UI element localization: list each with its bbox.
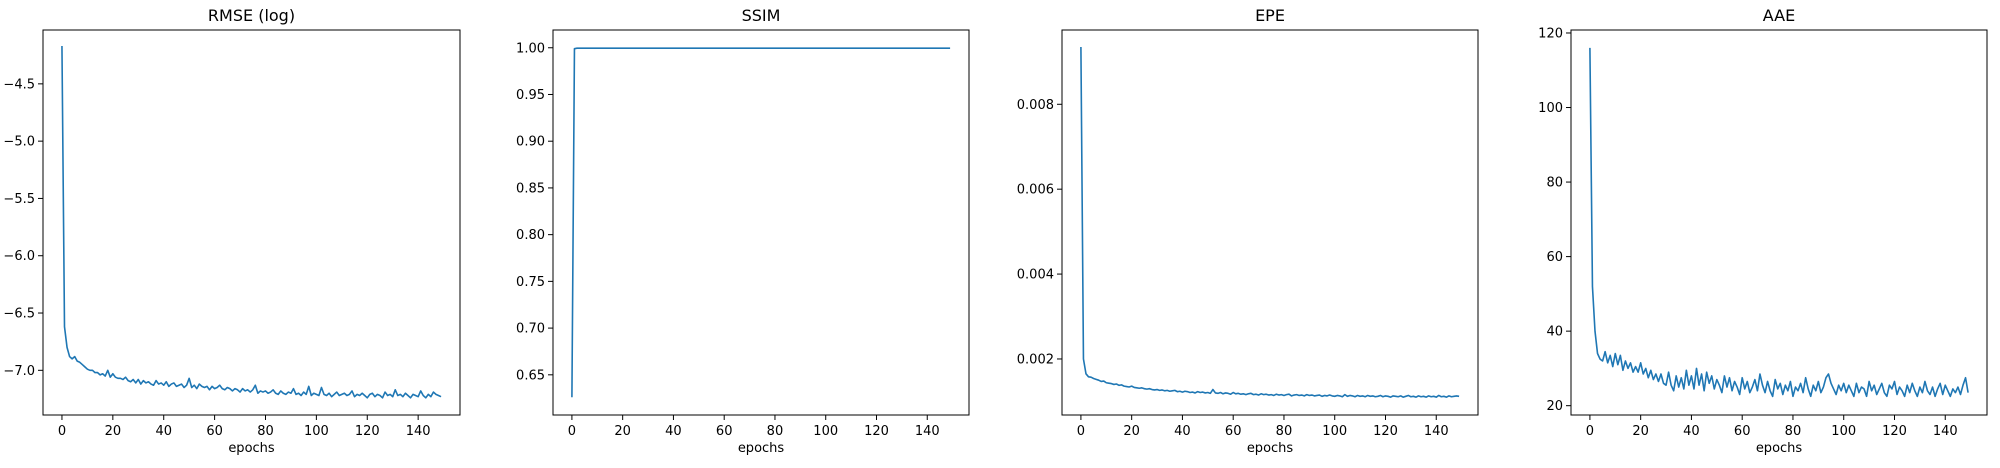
axes-frame bbox=[42, 29, 461, 416]
x-tick-label: 80 bbox=[1785, 424, 1802, 439]
y-tick-label: 0.65 bbox=[516, 368, 545, 383]
x-tick-label: 80 bbox=[767, 424, 784, 439]
y-tick-label: 100 bbox=[1538, 101, 1563, 116]
y-tick-label: −7.0 bbox=[3, 364, 35, 379]
y-tick-label: −6.5 bbox=[3, 307, 35, 322]
x-tick-label: 40 bbox=[1683, 424, 1700, 439]
x-axis-label: epochs bbox=[1756, 441, 1803, 456]
y-tick-label: 0.002 bbox=[1017, 352, 1054, 367]
y-tick-label: 0.95 bbox=[516, 88, 545, 103]
y-tick-label: −4.5 bbox=[3, 77, 35, 92]
y-tick-label: 120 bbox=[1538, 26, 1563, 41]
x-tick-label: 140 bbox=[915, 424, 940, 439]
y-tick-label: −6.0 bbox=[3, 249, 35, 264]
x-tick-label: 100 bbox=[304, 424, 329, 439]
series-line bbox=[1080, 46, 1460, 398]
subplot-title: RMSE (log) bbox=[208, 6, 295, 25]
x-tick-label: 40 bbox=[1174, 424, 1191, 439]
x-tick-label: 60 bbox=[1225, 424, 1242, 439]
x-axis-label: epochs bbox=[738, 441, 785, 456]
y-tick-label: 0.70 bbox=[516, 322, 545, 337]
axes-frame bbox=[552, 29, 970, 416]
y-tick-label: −5.5 bbox=[3, 192, 35, 207]
x-tick-label: 100 bbox=[1831, 424, 1856, 439]
subplot-4: AAE 0 20 40 60 80 100 120 140 20 40 60 80 100 120 epoch… bbox=[1538, 6, 1988, 456]
axes-frame bbox=[1570, 29, 1988, 416]
x-tick-label: 80 bbox=[257, 424, 274, 439]
x-tick-label: 20 bbox=[614, 424, 631, 439]
series-line bbox=[61, 46, 442, 399]
x-tick-label: 20 bbox=[1632, 424, 1649, 439]
x-tick-label: 0 bbox=[1077, 424, 1085, 439]
y-tick-label: 1.00 bbox=[516, 41, 545, 56]
y-tick-label: 60 bbox=[1546, 250, 1563, 265]
x-tick-label: 20 bbox=[1123, 424, 1140, 439]
y-tick-label: 0.006 bbox=[1017, 183, 1054, 198]
x-tick-label: 0 bbox=[1586, 424, 1594, 439]
x-tick-label: 60 bbox=[206, 424, 223, 439]
x-tick-label: 120 bbox=[1373, 424, 1398, 439]
y-tick-label: 0.004 bbox=[1017, 268, 1054, 283]
subplot-title: AAE bbox=[1763, 6, 1795, 25]
y-tick-label: 0.80 bbox=[516, 228, 545, 243]
x-tick-label: 60 bbox=[1734, 424, 1751, 439]
x-axis-label: epochs bbox=[1247, 441, 1294, 456]
subplot-2: SSIM 0 20 40 60 80 100 120 140 0.65 0.70 0.75 0.80 0.… bbox=[516, 6, 970, 456]
x-tick-label: 100 bbox=[1322, 424, 1347, 439]
y-tick-label: 0.008 bbox=[1017, 98, 1054, 113]
y-tick-label: 0.75 bbox=[516, 275, 545, 290]
x-tick-label: 20 bbox=[105, 424, 122, 439]
y-tick-label: 0.85 bbox=[516, 181, 545, 196]
axes-frame bbox=[1061, 29, 1479, 416]
x-tick-label: 120 bbox=[355, 424, 380, 439]
y-tick-label: 20 bbox=[1546, 399, 1563, 414]
x-tick-label: 120 bbox=[1882, 424, 1907, 439]
y-tick-label: 0.90 bbox=[516, 135, 545, 150]
y-tick-label: 40 bbox=[1546, 325, 1563, 340]
y-tick-label: 80 bbox=[1546, 176, 1563, 191]
subplot-3: EPE 0 20 40 60 80 100 120 140 0.002 0.004 0.006 0.00… bbox=[1017, 6, 1479, 456]
x-tick-label: 0 bbox=[58, 424, 66, 439]
x-tick-label: 60 bbox=[716, 424, 733, 439]
x-tick-label: 140 bbox=[406, 424, 431, 439]
x-tick-label: 0 bbox=[568, 424, 576, 439]
subplot-title: SSIM bbox=[742, 6, 781, 25]
x-tick-label: 40 bbox=[155, 424, 172, 439]
x-tick-label: 140 bbox=[1933, 424, 1958, 439]
y-tick-label: −5.0 bbox=[3, 135, 35, 150]
x-tick-label: 100 bbox=[813, 424, 838, 439]
x-tick-label: 80 bbox=[1276, 424, 1293, 439]
x-tick-label: 140 bbox=[1424, 424, 1449, 439]
subplot-1: RMSE (log) 0 20 40 60 80 100 120 140 −7.0 −6.5 −6.0… bbox=[3, 6, 461, 456]
x-tick-label: 120 bbox=[864, 424, 889, 439]
series-line bbox=[1589, 47, 1969, 398]
x-axis-label: epochs bbox=[228, 441, 275, 456]
subplot-title: EPE bbox=[1255, 6, 1285, 25]
series-line bbox=[571, 47, 951, 398]
x-tick-label: 40 bbox=[665, 424, 682, 439]
